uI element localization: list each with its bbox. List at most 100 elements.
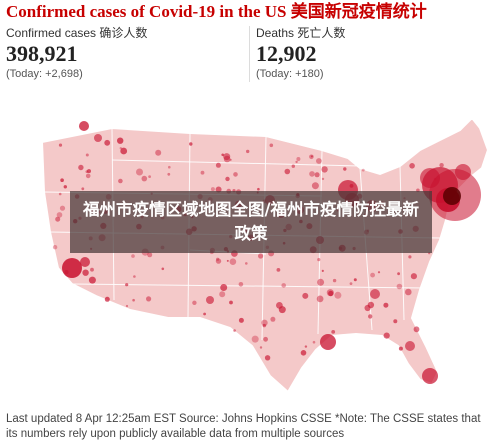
- case-bubble: [132, 298, 135, 302]
- case-bubble: [189, 142, 193, 146]
- case-bubble: [405, 341, 415, 351]
- case-bubble: [409, 163, 415, 169]
- case-bubble: [439, 163, 444, 168]
- case-bubble: [405, 288, 412, 296]
- case-bubble: [314, 172, 320, 178]
- case-bubble: [263, 336, 268, 342]
- case-bubble: [79, 121, 89, 131]
- case-bubble: [246, 149, 250, 154]
- case-bubble: [63, 185, 67, 189]
- case-bubble: [349, 282, 353, 285]
- case-bubble: [120, 147, 128, 155]
- case-bubble: [295, 160, 298, 164]
- case-bubble: [223, 155, 231, 163]
- case-bubble: [133, 275, 136, 278]
- case-bubble: [229, 158, 232, 161]
- case-bubble: [300, 350, 307, 356]
- case-bubble: [284, 168, 291, 175]
- case-bubble: [82, 269, 89, 276]
- case-bubble: [311, 182, 319, 190]
- case-bubble: [117, 137, 124, 144]
- case-bubble: [258, 253, 264, 259]
- case-bubble: [262, 323, 266, 328]
- case-bubble: [317, 258, 321, 262]
- case-bubble: [219, 291, 226, 298]
- overlay-banner: 福州市疫情区域地图全图/福州市疫情防控最新政策: [70, 191, 432, 253]
- case-bubble: [94, 134, 102, 142]
- cases-value: 398,921: [6, 41, 78, 66]
- case-bubble: [85, 173, 91, 179]
- case-bubble: [377, 271, 381, 274]
- case-bubble: [215, 162, 221, 168]
- case-bubble: [233, 172, 238, 177]
- us-mainland-shape: [40, 116, 490, 394]
- case-bubble: [331, 330, 336, 334]
- case-bubble: [141, 175, 148, 182]
- case-bubble: [148, 175, 152, 179]
- case-bubble: [206, 296, 214, 304]
- case-bubble: [233, 329, 236, 332]
- case-bubble: [413, 326, 420, 333]
- case-bubble: [302, 292, 309, 299]
- chart-title: Confirmed cases of Covid-19 in the US 美国…: [6, 2, 427, 21]
- case-bubble: [251, 335, 259, 343]
- case-bubble: [85, 153, 89, 157]
- case-bubble: [455, 164, 471, 180]
- case-bubble: [136, 168, 143, 176]
- case-bubble: [60, 178, 64, 182]
- case-bubble: [58, 143, 63, 147]
- case-bubble: [320, 334, 336, 350]
- case-bubble: [408, 255, 412, 259]
- case-bubble: [259, 346, 263, 349]
- deaths-label: Deaths 死亡人数: [256, 26, 346, 40]
- case-bubble: [281, 283, 287, 288]
- case-bubble: [261, 319, 268, 326]
- deaths-stat: Deaths 死亡人数 12,902 (Today: +180): [256, 26, 345, 81]
- state-border-line: [71, 283, 427, 289]
- case-bubble: [104, 296, 110, 302]
- case-bubble: [119, 147, 123, 150]
- case-bubble: [398, 346, 403, 351]
- cases-today: (Today: +2,698): [6, 68, 83, 80]
- case-bubble: [203, 312, 207, 316]
- case-bubble: [168, 165, 171, 169]
- case-bubble: [291, 164, 295, 168]
- case-bubble: [62, 258, 82, 278]
- case-bubble: [370, 272, 375, 278]
- case-bubble: [422, 368, 438, 384]
- case-bubble: [368, 314, 373, 319]
- case-bubble: [90, 267, 94, 272]
- case-bubble: [316, 158, 322, 164]
- case-bubble: [321, 269, 324, 272]
- case-bubble: [443, 187, 461, 205]
- case-bubble: [257, 187, 260, 191]
- footer-note: Last updated 8 Apr 12:25am EST Source: J…: [6, 413, 481, 440]
- case-bubble: [78, 164, 84, 171]
- case-bubble: [147, 252, 153, 258]
- case-bubble: [420, 168, 440, 188]
- case-bubble: [264, 355, 271, 361]
- case-bubble: [276, 302, 283, 309]
- case-bubble: [80, 257, 90, 267]
- case-bubble: [125, 283, 129, 287]
- case-bubble: [312, 340, 316, 344]
- case-bubble: [396, 283, 403, 290]
- case-bubble: [334, 291, 342, 299]
- case-bubble: [343, 167, 347, 171]
- case-bubble: [383, 302, 389, 308]
- case-bubble: [269, 143, 274, 148]
- case-bubble: [216, 257, 220, 261]
- case-bubble: [326, 289, 334, 297]
- case-bubble: [55, 216, 61, 222]
- state-border-line: [111, 159, 361, 167]
- case-bubble: [410, 273, 417, 280]
- case-bubble: [155, 149, 162, 156]
- banner-text: 福州市疫情区域地图全图/福州市疫情防控最新政策: [82, 200, 420, 243]
- case-bubble: [397, 272, 400, 276]
- case-bubble: [87, 169, 91, 174]
- case-bubble: [210, 187, 215, 192]
- case-bubble: [200, 170, 205, 175]
- case-bubble: [229, 300, 233, 305]
- case-bubble: [167, 172, 171, 176]
- cases-label: Confirmed cases 确诊人数: [6, 26, 148, 40]
